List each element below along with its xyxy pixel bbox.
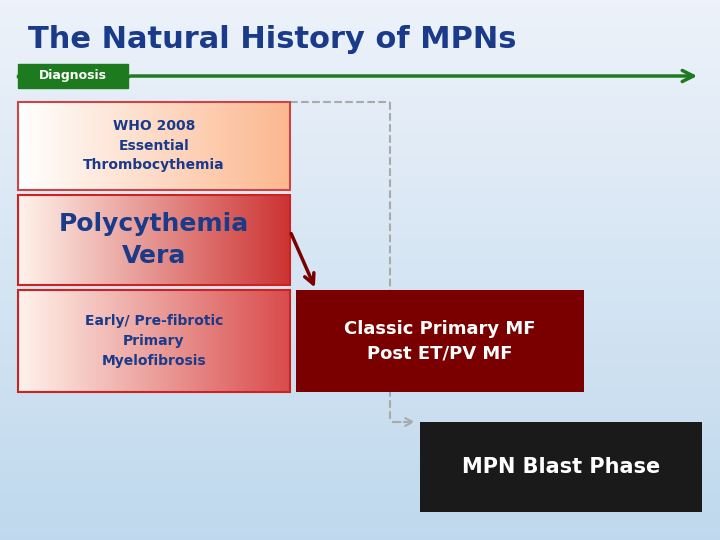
Text: Classic Primary MF
Post ET/PV MF: Classic Primary MF Post ET/PV MF	[344, 320, 536, 362]
Text: WHO 2008
Essential
Thrombocythemia: WHO 2008 Essential Thrombocythemia	[84, 119, 225, 172]
Text: The Natural History of MPNs: The Natural History of MPNs	[28, 25, 516, 54]
Text: Diagnosis: Diagnosis	[39, 70, 107, 83]
Bar	[420, 422, 702, 512]
Text: Polycythemia
Vera: Polycythemia Vera	[59, 212, 249, 268]
Bar	[18, 102, 290, 190]
Bar	[18, 195, 290, 285]
Text: Early/ Pre-fibrotic
Primary
Myelofibrosis: Early/ Pre-fibrotic Primary Myelofibrosi…	[85, 314, 223, 368]
Bar	[18, 290, 290, 392]
Text: MPN Blast Phase: MPN Blast Phase	[462, 457, 660, 477]
Bar	[296, 290, 584, 392]
Bar	[18, 64, 128, 88]
